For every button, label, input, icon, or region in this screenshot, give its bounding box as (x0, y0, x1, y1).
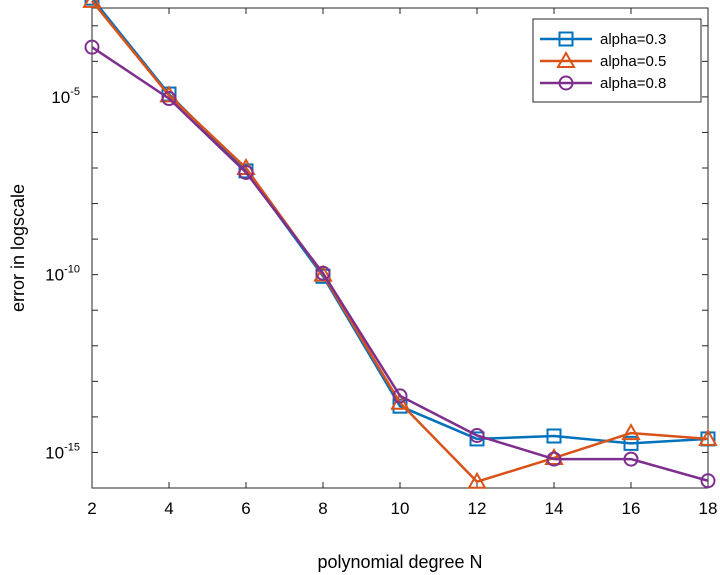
x-tick-label: 16 (622, 499, 641, 518)
y-tick-label: 10-5 (51, 86, 80, 107)
x-tick-label: 2 (87, 499, 96, 518)
series-layer (82, 0, 718, 489)
x-tick-label: 8 (318, 499, 327, 518)
series-alpha=0.8 (84, 39, 716, 489)
data-point (238, 164, 254, 180)
data-point (469, 427, 485, 443)
y-tick-label: 10-15 (45, 441, 80, 462)
legend-label: alpha=0.8 (600, 75, 666, 92)
data-point (700, 473, 716, 489)
data-point (161, 91, 177, 107)
x-axis-label: polynomial degree N (317, 552, 482, 572)
legend-label: alpha=0.5 (600, 53, 666, 70)
x-tick-label: 18 (699, 499, 718, 518)
x-tick-label: 14 (545, 499, 564, 518)
data-point (84, 39, 100, 55)
data-point (621, 423, 641, 441)
data-point (698, 428, 718, 446)
data-point (623, 435, 639, 451)
y-axis-label: error in logscale (8, 184, 28, 312)
x-axis-ticks: 2 4 6 8 10 12 14 16 18 (87, 8, 717, 518)
legend-marker (558, 31, 574, 47)
data-point (82, 0, 102, 8)
y-tick-label: 10-10 (45, 264, 80, 285)
data-point (546, 451, 562, 467)
data-point (84, 0, 100, 6)
legend: alpha=0.3 alpha=0.5 alpha=0.8 (532, 18, 702, 103)
series-line (91, 46, 709, 482)
data-point (392, 388, 408, 404)
x-tick-label: 12 (468, 499, 487, 518)
legend-marker (556, 50, 576, 68)
y-axis-ticks: 10-5 10-10 10-15 (45, 25, 708, 489)
data-point (623, 451, 639, 467)
x-tick-label: 6 (241, 499, 250, 518)
x-tick-label: 4 (164, 499, 173, 518)
legend-label: alpha=0.3 (600, 31, 666, 48)
data-point (315, 265, 331, 281)
legend-marker (558, 75, 574, 91)
data-point (467, 471, 487, 489)
x-tick-label: 10 (391, 499, 410, 518)
data-point (546, 428, 562, 444)
